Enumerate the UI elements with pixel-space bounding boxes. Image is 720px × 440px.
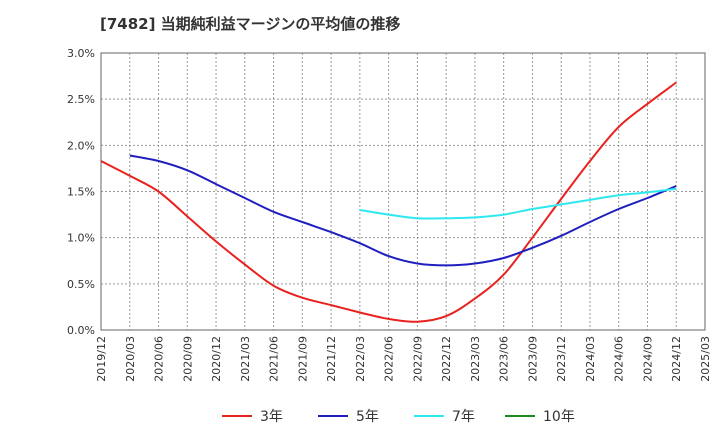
y-axis-ticks: 0.0% 0.5% 1.0% 1.5% 2.0% 2.5% 3.0% <box>67 47 95 337</box>
x-tick-label: 2022/12 <box>440 336 453 382</box>
legend-swatch <box>318 415 348 417</box>
x-tick-label: 2023/03 <box>469 336 482 382</box>
x-tick-label: 2020/09 <box>181 336 194 382</box>
x-tick-label: 2020/03 <box>124 336 137 382</box>
x-tick-label: 2024/03 <box>584 336 597 382</box>
plot-area-border <box>100 52 706 331</box>
y-tick-label: 2.0% <box>67 139 95 152</box>
x-tick-label: 2022/06 <box>383 336 396 382</box>
legend-swatch <box>505 415 535 417</box>
legend-label: 10年 <box>543 409 575 425</box>
legend-item-2: 7年 <box>414 404 475 428</box>
x-tick-label: 2022/09 <box>411 336 424 382</box>
y-tick-label: 3.0% <box>67 47 95 60</box>
x-tick-label: 2023/09 <box>526 336 539 382</box>
legend-label: 5年 <box>356 409 379 425</box>
chart-title: [7482] 当期純利益マージンの平均値の推移 <box>100 15 401 33</box>
grid <box>101 53 705 330</box>
x-tick-label: 2024/12 <box>670 336 683 382</box>
line-chart: 0.0% 0.5% 1.0% 1.5% 2.0% 2.5% 3.0% 2019/12 2020… <box>67 47 712 382</box>
series-line-1 <box>129 154 677 267</box>
x-tick-label: 2025/03 <box>699 336 712 382</box>
series-line-0 <box>100 81 677 323</box>
y-tick-label: 0.5% <box>67 278 95 291</box>
y-tick-label: 1.5% <box>67 186 95 199</box>
legend-label: 7年 <box>452 409 475 425</box>
legend-swatch <box>414 415 444 417</box>
x-tick-label: 2019/12 <box>95 336 108 382</box>
x-tick-label: 2020/12 <box>210 336 223 382</box>
y-tick-label: 1.0% <box>67 232 95 245</box>
x-axis-ticks: 2019/12 2020/03 2020/06 2020/09 2020/12 2021/… <box>95 336 712 382</box>
legend: 3年 5年 7年 10年 <box>0 404 720 428</box>
y-tick-label: 2.5% <box>67 93 95 106</box>
legend-item-1: 5年 <box>318 404 379 428</box>
x-tick-label: 2024/09 <box>641 336 654 382</box>
x-tick-label: 2021/09 <box>296 336 309 382</box>
x-tick-label: 2023/06 <box>498 336 511 382</box>
x-tick-label: 2024/06 <box>613 336 626 382</box>
x-tick-label: 2022/03 <box>354 336 367 382</box>
x-tick-label: 2023/12 <box>555 336 568 382</box>
x-tick-label: 2021/12 <box>325 336 338 382</box>
x-tick-label: 2020/06 <box>153 336 166 382</box>
legend-item-0: 3年 <box>222 404 283 428</box>
legend-item-3: 10年 <box>505 404 575 428</box>
series-lines <box>100 81 677 323</box>
series-line-2 <box>359 187 677 220</box>
legend-label: 3年 <box>260 409 283 425</box>
x-tick-label: 2021/06 <box>268 336 281 382</box>
y-tick-label: 0.0% <box>67 324 95 337</box>
legend-swatch <box>222 415 252 417</box>
x-tick-label: 2021/03 <box>239 336 252 382</box>
